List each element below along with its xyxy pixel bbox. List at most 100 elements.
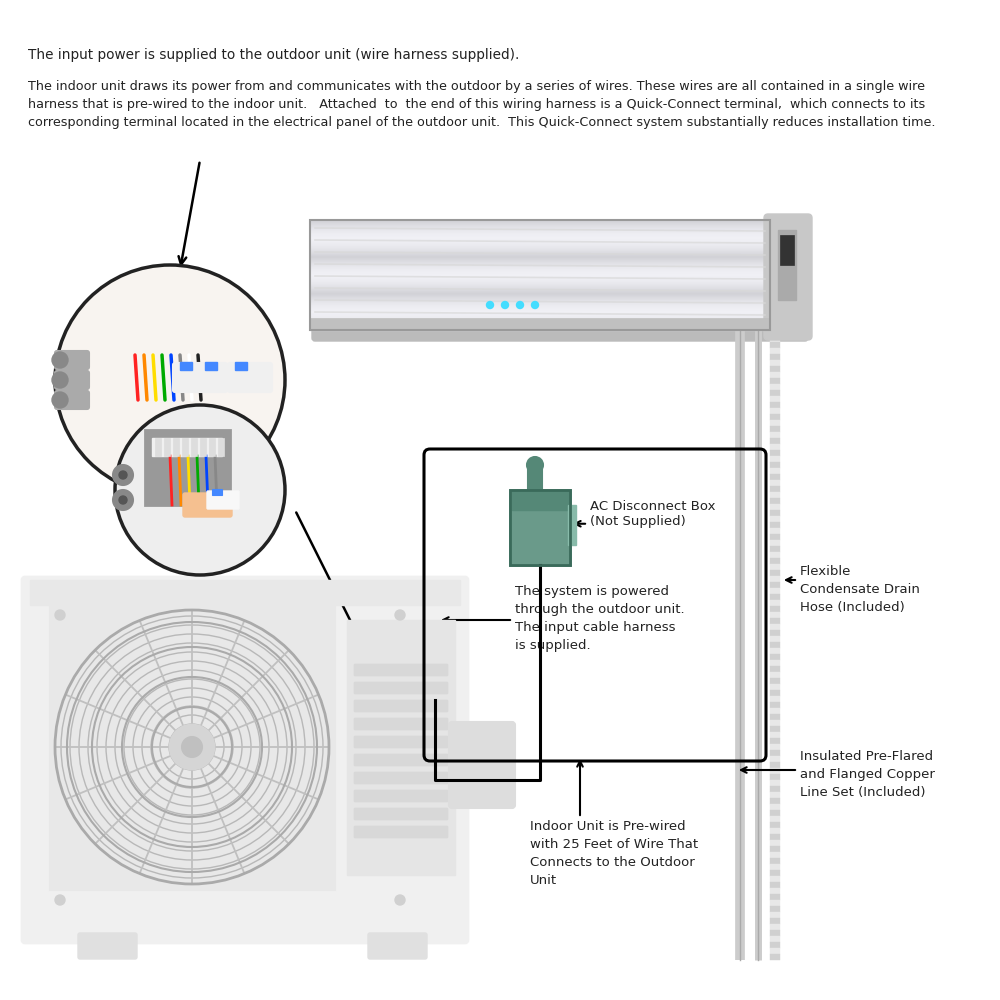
Bar — [310, 310, 770, 311]
Bar — [310, 285, 770, 286]
Bar — [770, 348, 780, 354]
Circle shape — [55, 610, 65, 620]
Bar — [770, 402, 780, 408]
Bar — [310, 220, 770, 221]
Bar — [310, 243, 770, 244]
Bar — [770, 912, 780, 918]
Bar — [310, 293, 770, 294]
Bar — [310, 280, 770, 281]
Bar — [310, 220, 770, 330]
Bar — [770, 606, 780, 612]
Bar — [310, 266, 770, 267]
Bar — [310, 267, 770, 268]
Bar — [310, 289, 770, 290]
Bar — [310, 226, 770, 227]
Bar — [310, 305, 770, 306]
Bar — [310, 323, 770, 324]
Bar — [770, 372, 780, 378]
Circle shape — [52, 352, 68, 368]
Circle shape — [113, 465, 133, 485]
Bar — [310, 255, 770, 256]
Bar — [770, 438, 780, 444]
Bar — [310, 307, 770, 308]
Bar — [770, 840, 780, 846]
Bar — [770, 714, 780, 720]
Bar — [770, 798, 780, 804]
Bar — [310, 224, 770, 225]
Circle shape — [395, 895, 405, 905]
Text: corresponding terminal located in the electrical panel of the outdoor unit.  Thi: corresponding terminal located in the el… — [28, 116, 936, 129]
Bar — [770, 390, 780, 396]
Bar — [310, 242, 770, 243]
Bar — [770, 450, 780, 456]
Bar — [770, 558, 780, 564]
FancyBboxPatch shape — [354, 664, 448, 676]
Circle shape — [52, 392, 68, 408]
Bar — [770, 756, 780, 762]
Bar — [770, 768, 780, 774]
Bar — [770, 462, 780, 468]
Bar — [310, 292, 770, 293]
Bar — [770, 906, 780, 912]
Bar — [310, 327, 770, 328]
Bar — [770, 900, 780, 906]
Bar — [770, 408, 780, 414]
Circle shape — [113, 490, 133, 510]
Bar — [310, 258, 770, 259]
Bar — [310, 246, 770, 247]
Bar — [310, 245, 770, 246]
Circle shape — [119, 471, 127, 479]
Bar — [770, 678, 780, 684]
FancyBboxPatch shape — [354, 826, 448, 838]
Bar — [200, 438, 206, 456]
Bar — [310, 231, 770, 232]
Bar — [310, 321, 770, 322]
Bar — [155, 438, 161, 456]
Bar — [770, 726, 780, 732]
Bar — [770, 822, 780, 828]
Bar — [310, 249, 770, 250]
Bar — [152, 438, 222, 456]
FancyBboxPatch shape — [449, 722, 515, 808]
FancyBboxPatch shape — [354, 808, 448, 820]
FancyBboxPatch shape — [312, 225, 808, 341]
Circle shape — [527, 457, 543, 473]
Bar — [310, 281, 770, 282]
Bar — [770, 750, 780, 756]
Bar — [770, 546, 780, 552]
Bar — [209, 438, 215, 456]
Bar — [770, 366, 780, 372]
Bar — [770, 534, 780, 540]
Circle shape — [395, 610, 405, 620]
Bar — [780, 235, 794, 265]
Bar — [310, 237, 770, 238]
FancyBboxPatch shape — [173, 363, 227, 392]
Bar — [770, 600, 780, 606]
Bar — [770, 636, 780, 642]
Bar — [770, 894, 780, 900]
Bar — [310, 248, 770, 249]
Bar — [770, 834, 780, 840]
Bar — [310, 284, 770, 285]
Bar — [770, 690, 780, 696]
Bar — [310, 273, 770, 274]
Bar — [770, 510, 780, 516]
Bar — [310, 264, 770, 265]
Bar — [770, 426, 780, 432]
Bar — [310, 247, 770, 248]
Bar — [310, 222, 770, 223]
Bar — [310, 290, 770, 291]
Bar — [770, 828, 780, 834]
FancyBboxPatch shape — [764, 214, 812, 340]
Bar — [770, 810, 780, 816]
Bar — [212, 489, 222, 495]
Bar — [770, 480, 780, 486]
Bar — [770, 846, 780, 852]
Bar — [205, 362, 217, 370]
Bar — [770, 552, 780, 558]
Bar — [770, 738, 780, 744]
Bar — [310, 228, 770, 229]
FancyBboxPatch shape — [354, 700, 448, 712]
Bar — [770, 852, 780, 858]
Circle shape — [486, 302, 494, 308]
